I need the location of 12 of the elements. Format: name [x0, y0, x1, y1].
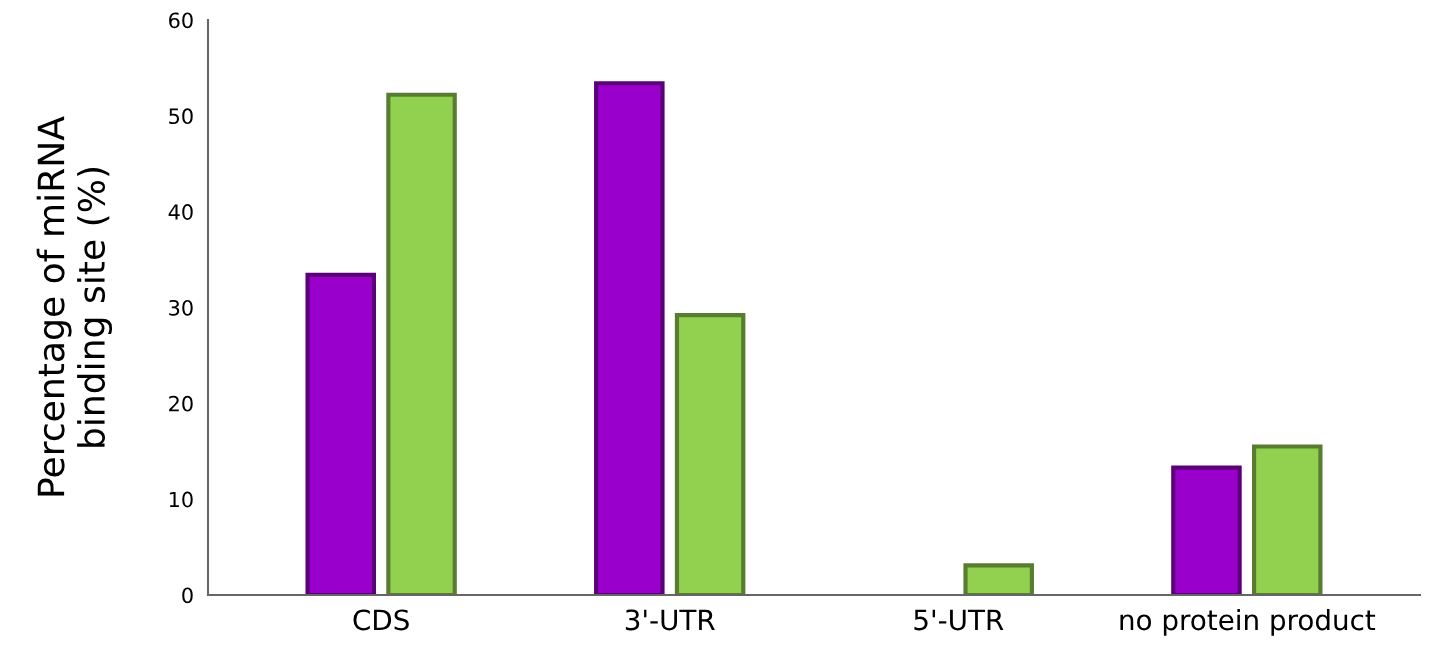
y-tick-label: 40	[168, 204, 193, 220]
y-tick-label: 30	[169, 299, 193, 316]
x-tick-label: no protein product	[1120, 608, 1376, 636]
y-tick-label: 0	[182, 587, 193, 604]
y-tick-label: 10	[169, 491, 193, 508]
x-tick-label: CDS	[353, 609, 409, 631]
y-tick-label: 60	[169, 12, 193, 29]
y-axis-title: Percentage of miRNA binding site (%)	[36, 116, 113, 496]
x-tick-label: 5'-UTR	[914, 609, 1004, 631]
y-tick-label: 50	[169, 108, 193, 125]
x-tick-label: 3'-UTR	[625, 609, 715, 631]
y-tick-label: 20	[169, 395, 193, 412]
